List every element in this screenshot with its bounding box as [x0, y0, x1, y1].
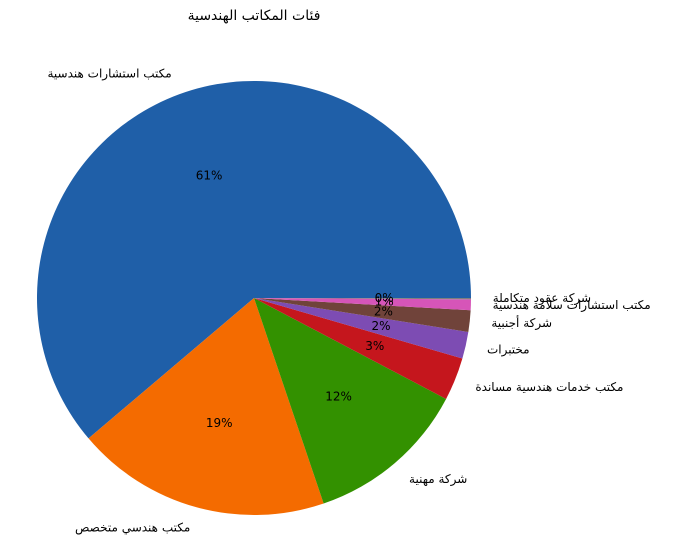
slice-label: مكتب استشارات سلامة هندسية [493, 298, 651, 313]
slice-label: مختبرات [487, 343, 530, 358]
slice-label: مكتب استشارات هندسية [47, 66, 171, 81]
pie-slice [254, 298, 447, 504]
pie-slice [254, 298, 463, 399]
pie-slice [254, 298, 471, 332]
percent-label: 61% [196, 168, 223, 182]
percent-label: 12% [325, 390, 352, 404]
percent-label: 0% [375, 291, 394, 305]
percent-label: 3% [365, 339, 384, 353]
percent-label: 2% [374, 304, 393, 318]
pie-slice [254, 298, 471, 311]
percent-label: 19% [206, 416, 233, 430]
pie-slice [254, 298, 469, 359]
slice-label: مكتب هندسي متخصص [75, 521, 190, 536]
pie-slice [88, 298, 324, 515]
slice-label: مكتب خدمات هندسية مساندة [475, 380, 623, 394]
percent-label: 2% [372, 319, 391, 333]
slice-label: شركة مهنية [409, 472, 467, 487]
chart-title: فئات المكاتب الهندسية [188, 8, 321, 24]
pie-slice [36, 80, 471, 439]
slice-label: شركة عقود متكاملة [493, 291, 591, 306]
slice-label: شركة أجنبية [491, 315, 552, 331]
pie-slice [254, 298, 471, 300]
